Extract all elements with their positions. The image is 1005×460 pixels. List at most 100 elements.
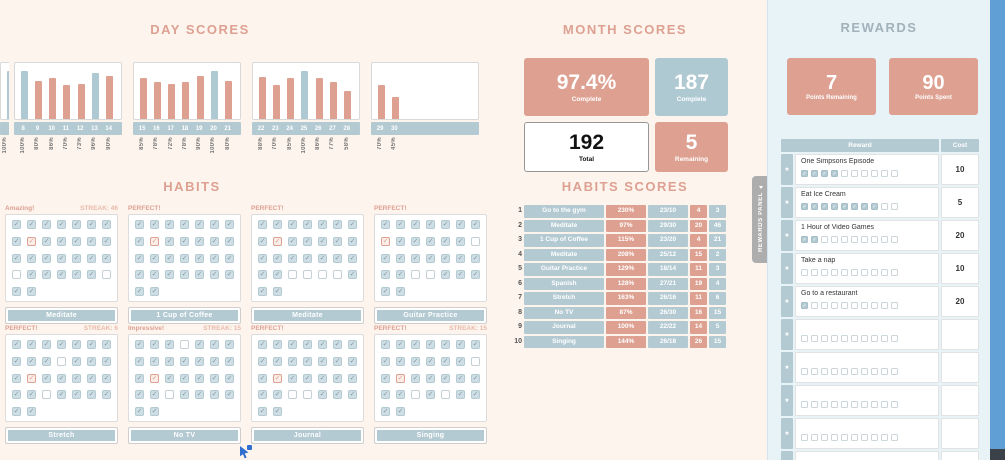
habit-day-checkbox[interactable]: ✓ (396, 340, 405, 349)
habit-day-checkbox[interactable]: ✓ (180, 253, 189, 263)
reward-checkbox[interactable] (801, 434, 808, 441)
reward-checkbox[interactable] (841, 401, 848, 408)
reward-checkbox[interactable]: ✓ (801, 302, 808, 309)
habit-day-checkbox[interactable]: ✓ (150, 253, 159, 263)
habit-day-checkbox[interactable]: ✓ (87, 270, 96, 280)
reward-checkbox[interactable] (811, 368, 818, 375)
habit-day-checkbox[interactable]: ✓ (42, 270, 51, 280)
habit-day-checkbox[interactable]: ✓ (102, 236, 111, 246)
habit-day-checkbox[interactable]: ✓ (396, 220, 405, 229)
reward-checkbox[interactable] (891, 335, 898, 342)
reward-checkbox[interactable] (801, 401, 808, 408)
habit-day-checkbox[interactable]: ✓ (303, 373, 312, 383)
habit-day-checkbox[interactable]: ✓ (210, 356, 219, 366)
reward-checkbox[interactable] (861, 368, 868, 375)
reward-checkbox[interactable] (811, 434, 818, 441)
habit-day-checkbox[interactable]: ✓ (303, 236, 312, 246)
habit-day-checkbox[interactable]: ✓ (456, 356, 465, 366)
habit-day-checkbox[interactable]: ✓ (165, 373, 174, 383)
reward-checkbox[interactable] (801, 269, 808, 276)
habit-day-checkbox[interactable]: ✓ (333, 253, 342, 263)
habit-day-checkbox[interactable]: ✓ (348, 390, 357, 400)
habit-name-button[interactable]: 1 Cup of Coffee (128, 307, 241, 324)
habit-day-checkbox[interactable]: ✓ (165, 253, 174, 263)
habit-day-checkbox[interactable] (288, 270, 297, 280)
habit-day-checkbox[interactable]: ✓ (441, 236, 450, 246)
habit-day-checkbox[interactable]: ✓ (273, 220, 282, 229)
habit-day-checkbox[interactable]: ✓ (87, 340, 96, 349)
habit-day-checkbox[interactable]: ✓ (348, 253, 357, 263)
habit-day-checkbox[interactable] (180, 340, 189, 349)
reward-checkbox[interactable] (891, 368, 898, 375)
habit-day-checkbox[interactable]: ✓ (12, 287, 21, 296)
habit-day-checkbox[interactable]: ✓ (381, 287, 390, 296)
reward-checkbox[interactable] (891, 269, 898, 276)
habit-day-checkbox[interactable]: ✓ (195, 253, 204, 263)
habit-day-checkbox[interactable]: ✓ (180, 356, 189, 366)
habit-day-checkbox[interactable]: ✓ (225, 373, 234, 383)
habit-day-checkbox[interactable]: ✓ (273, 407, 282, 416)
habit-day-checkbox[interactable]: ✓ (288, 340, 297, 349)
habit-day-checkbox[interactable]: ✓ (288, 253, 297, 263)
habit-day-checkbox[interactable]: ✓ (456, 340, 465, 349)
habit-name-button[interactable]: Journal (251, 427, 364, 444)
habit-day-checkbox[interactable]: ✓ (27, 236, 36, 246)
habit-day-checkbox[interactable]: ✓ (210, 253, 219, 263)
habit-day-checkbox[interactable]: ✓ (102, 220, 111, 229)
habit-day-checkbox[interactable]: ✓ (87, 373, 96, 383)
habit-day-checkbox[interactable]: ✓ (165, 340, 174, 349)
reward-checkbox[interactable] (891, 302, 898, 309)
habit-day-checkbox[interactable]: ✓ (273, 340, 282, 349)
habit-name-button[interactable]: Singing (374, 427, 487, 444)
habit-day-checkbox[interactable]: ✓ (318, 220, 327, 229)
habit-day-checkbox[interactable]: ✓ (12, 407, 21, 416)
habit-day-checkbox[interactable]: ✓ (396, 373, 405, 383)
habit-day-checkbox[interactable]: ✓ (27, 220, 36, 229)
habit-day-checkbox[interactable] (411, 390, 420, 400)
habit-day-checkbox[interactable] (441, 390, 450, 400)
habit-day-checkbox[interactable]: ✓ (348, 373, 357, 383)
habit-day-checkbox[interactable]: ✓ (27, 340, 36, 349)
habit-day-checkbox[interactable]: ✓ (381, 236, 390, 246)
habit-day-checkbox[interactable]: ✓ (135, 287, 144, 296)
habit-day-checkbox[interactable]: ✓ (165, 356, 174, 366)
habit-day-checkbox[interactable]: ✓ (426, 373, 435, 383)
habit-day-checkbox[interactable]: ✓ (72, 373, 81, 383)
habit-day-checkbox[interactable]: ✓ (318, 253, 327, 263)
reward-checkbox[interactable] (831, 401, 838, 408)
habit-day-checkbox[interactable]: ✓ (471, 340, 480, 349)
reward-checkbox[interactable] (851, 401, 858, 408)
reward-checkbox[interactable] (841, 335, 848, 342)
reward-checkbox[interactable]: ✓ (801, 203, 808, 210)
habit-day-checkbox[interactable]: ✓ (225, 220, 234, 229)
habit-day-checkbox[interactable] (303, 270, 312, 280)
habit-day-checkbox[interactable]: ✓ (195, 356, 204, 366)
habit-day-checkbox[interactable]: ✓ (12, 253, 21, 263)
reward-checkbox[interactable] (891, 401, 898, 408)
habit-day-checkbox[interactable]: ✓ (441, 220, 450, 229)
habit-day-checkbox[interactable]: ✓ (471, 220, 480, 229)
habit-day-checkbox[interactable]: ✓ (426, 236, 435, 246)
reward-checkbox[interactable] (871, 434, 878, 441)
habit-day-checkbox[interactable] (288, 390, 297, 400)
reward-checkbox[interactable] (881, 269, 888, 276)
reward-checkbox[interactable] (891, 203, 898, 210)
habit-day-checkbox[interactable]: ✓ (42, 373, 51, 383)
habit-day-checkbox[interactable]: ✓ (27, 407, 36, 416)
habit-day-checkbox[interactable]: ✓ (273, 253, 282, 263)
habit-day-checkbox[interactable]: ✓ (195, 220, 204, 229)
reward-checkbox[interactable]: ✓ (811, 203, 818, 210)
reward-checkbox[interactable] (831, 302, 838, 309)
reward-checkbox[interactable] (851, 236, 858, 243)
reward-checkbox[interactable]: ✓ (861, 203, 868, 210)
reward-checkbox[interactable]: ✓ (851, 203, 858, 210)
reward-checkbox[interactable] (851, 170, 858, 177)
habit-day-checkbox[interactable]: ✓ (87, 253, 96, 263)
reward-checkbox[interactable] (871, 368, 878, 375)
habit-day-checkbox[interactable]: ✓ (72, 390, 81, 400)
habit-day-checkbox[interactable]: ✓ (381, 390, 390, 400)
habit-day-checkbox[interactable]: ✓ (303, 220, 312, 229)
habit-day-checkbox[interactable]: ✓ (180, 390, 189, 400)
habit-day-checkbox[interactable]: ✓ (441, 270, 450, 280)
habit-day-checkbox[interactable]: ✓ (411, 356, 420, 366)
